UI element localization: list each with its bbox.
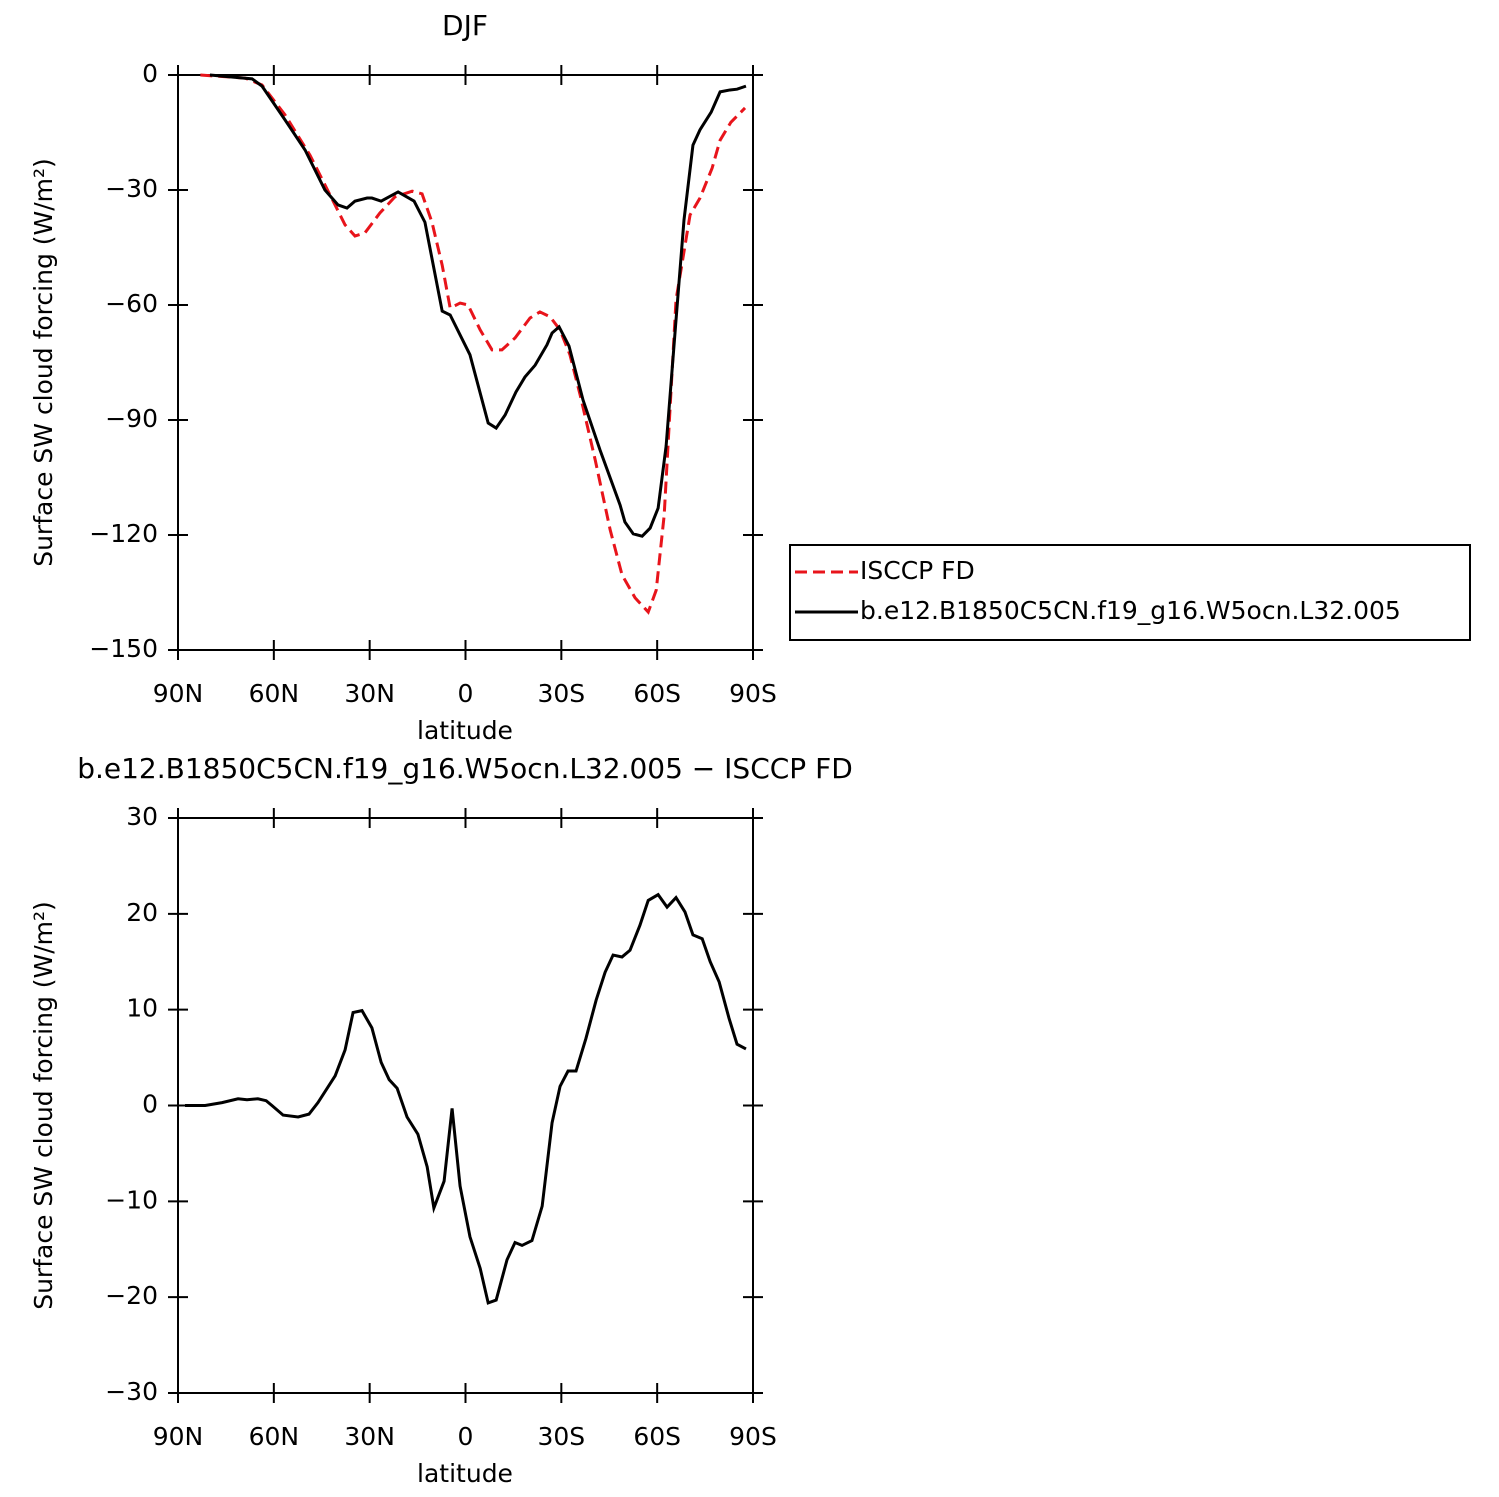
y-tick-label: −10 (105, 1185, 158, 1214)
legend-label: ISCCP FD (860, 556, 975, 585)
x-axis-label: latitude (417, 1459, 513, 1488)
x-tick-label: 60S (633, 1422, 681, 1451)
x-tick-label: 90N (153, 1422, 204, 1451)
legend-box (789, 544, 1471, 641)
plot-frame (177, 74, 754, 651)
x-axis-label: latitude (417, 716, 513, 745)
x-tick-label: 0 (458, 679, 474, 708)
data-line (209, 73, 747, 538)
x-tick-label: 90N (153, 679, 204, 708)
y-tick-label: −60 (105, 289, 158, 318)
x-tick-label: 60S (633, 679, 681, 708)
y-tick-label: −150 (89, 634, 158, 663)
x-tick-label: 30S (537, 1422, 585, 1451)
x-tick-label: 90S (729, 1422, 777, 1451)
x-tick-label: 30N (344, 679, 395, 708)
x-tick-label: 30N (344, 1422, 395, 1451)
y-axis-label: Surface SW cloud forcing (W/m²) (29, 901, 58, 1310)
chart-title: b.e12.B1850C5CN.f19_g16.W5ocn.L32.005 − … (77, 752, 853, 785)
y-tick-label: −30 (105, 174, 158, 203)
data-line (200, 73, 747, 615)
y-tick-label: −90 (105, 404, 158, 433)
legend-label: b.e12.B1850C5CN.f19_g16.W5ocn.L32.005 (860, 596, 1401, 625)
y-tick-label: −20 (105, 1281, 158, 1310)
chart-title: DJF (442, 9, 488, 42)
x-tick-label: 30S (537, 679, 585, 708)
y-tick-label: −120 (89, 519, 158, 548)
y-tick-label: 10 (126, 994, 158, 1023)
data-line (185, 892, 747, 1305)
x-tick-label: 60N (249, 679, 300, 708)
y-tick-label: 30 (126, 802, 158, 831)
y-tick-label: 20 (126, 898, 158, 927)
plot-frame (177, 817, 754, 1394)
x-tick-label: 60N (249, 1422, 300, 1451)
y-tick-label: 0 (142, 1090, 158, 1119)
y-axis-label: Surface SW cloud forcing (W/m²) (29, 158, 58, 567)
x-tick-label: 90S (729, 679, 777, 708)
x-tick-label: 0 (458, 1422, 474, 1451)
y-tick-label: 0 (142, 59, 158, 88)
y-tick-label: −30 (105, 1377, 158, 1406)
